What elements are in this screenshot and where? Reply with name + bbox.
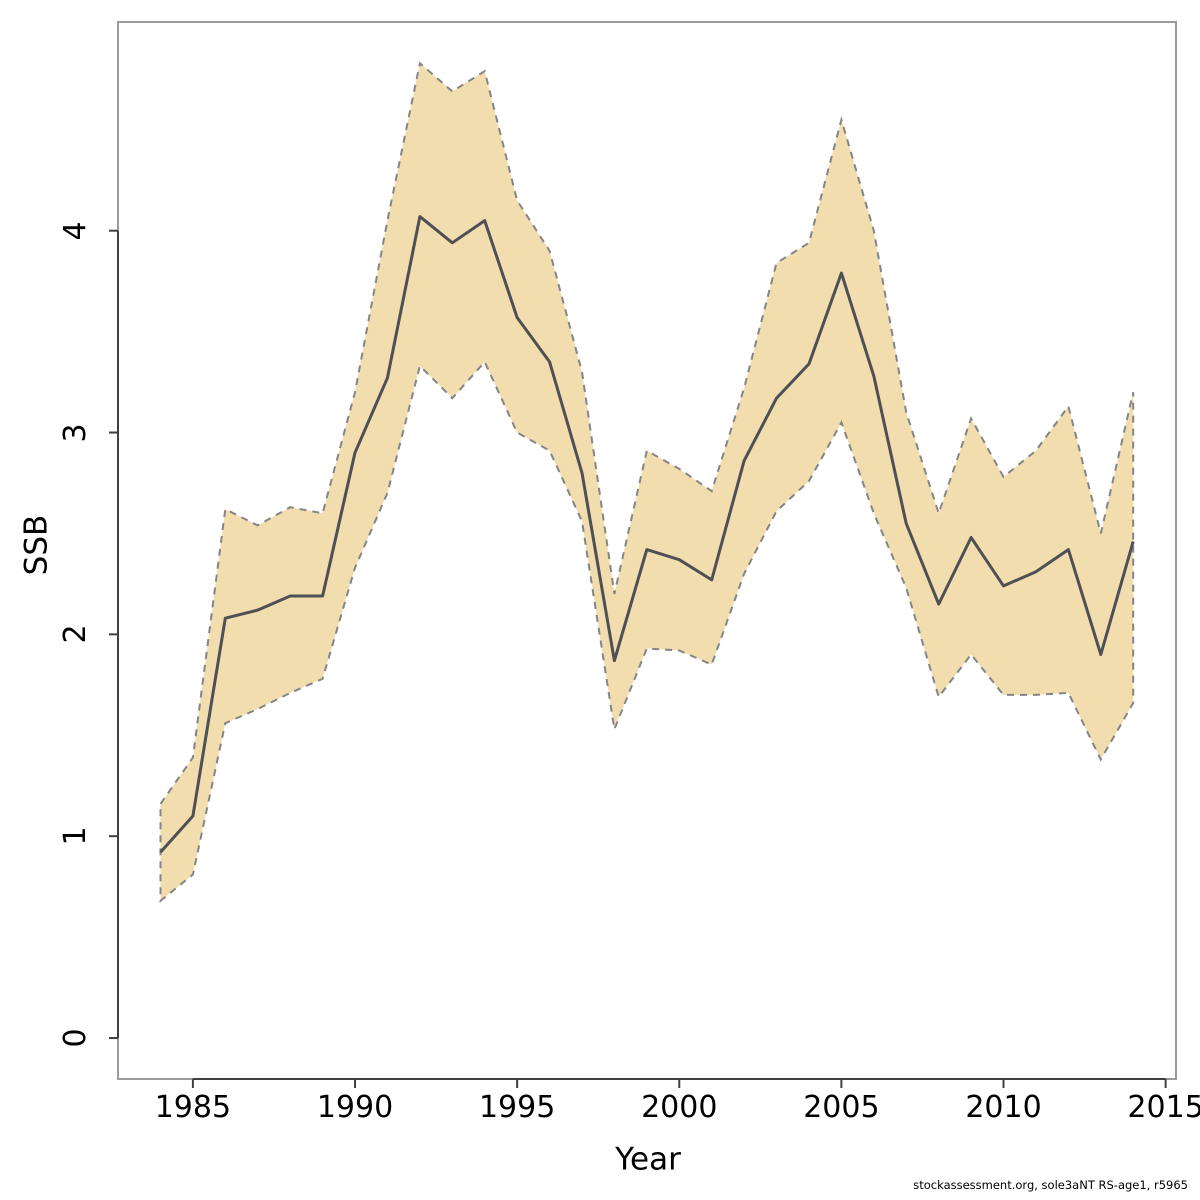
x-tick-label: 2015: [1127, 1090, 1200, 1125]
confidence-band: [159, 61, 1135, 903]
attribution-note: stockassessment.org, sole3aNT RS-age1, r…: [913, 1178, 1188, 1192]
y-axis-title: SSB: [18, 514, 55, 576]
ssb-mean-line: [159, 215, 1135, 854]
y-tick-label: 1: [58, 826, 93, 846]
x-tick-label: 1985: [154, 1090, 232, 1125]
y-tick-label: 0: [58, 1028, 93, 1048]
x-tick-label: 2000: [641, 1090, 718, 1125]
x-tick-label: 1995: [478, 1090, 556, 1125]
x-axis-title: Year: [615, 1141, 681, 1178]
x-tick-label: 1990: [316, 1090, 394, 1125]
y-tick-label: 4: [58, 221, 93, 241]
x-tick-label: 2005: [803, 1090, 880, 1125]
y-tick-label: 2: [58, 624, 93, 644]
y-tick-label: 3: [58, 422, 93, 443]
x-tick-label: 2010: [965, 1090, 1042, 1125]
